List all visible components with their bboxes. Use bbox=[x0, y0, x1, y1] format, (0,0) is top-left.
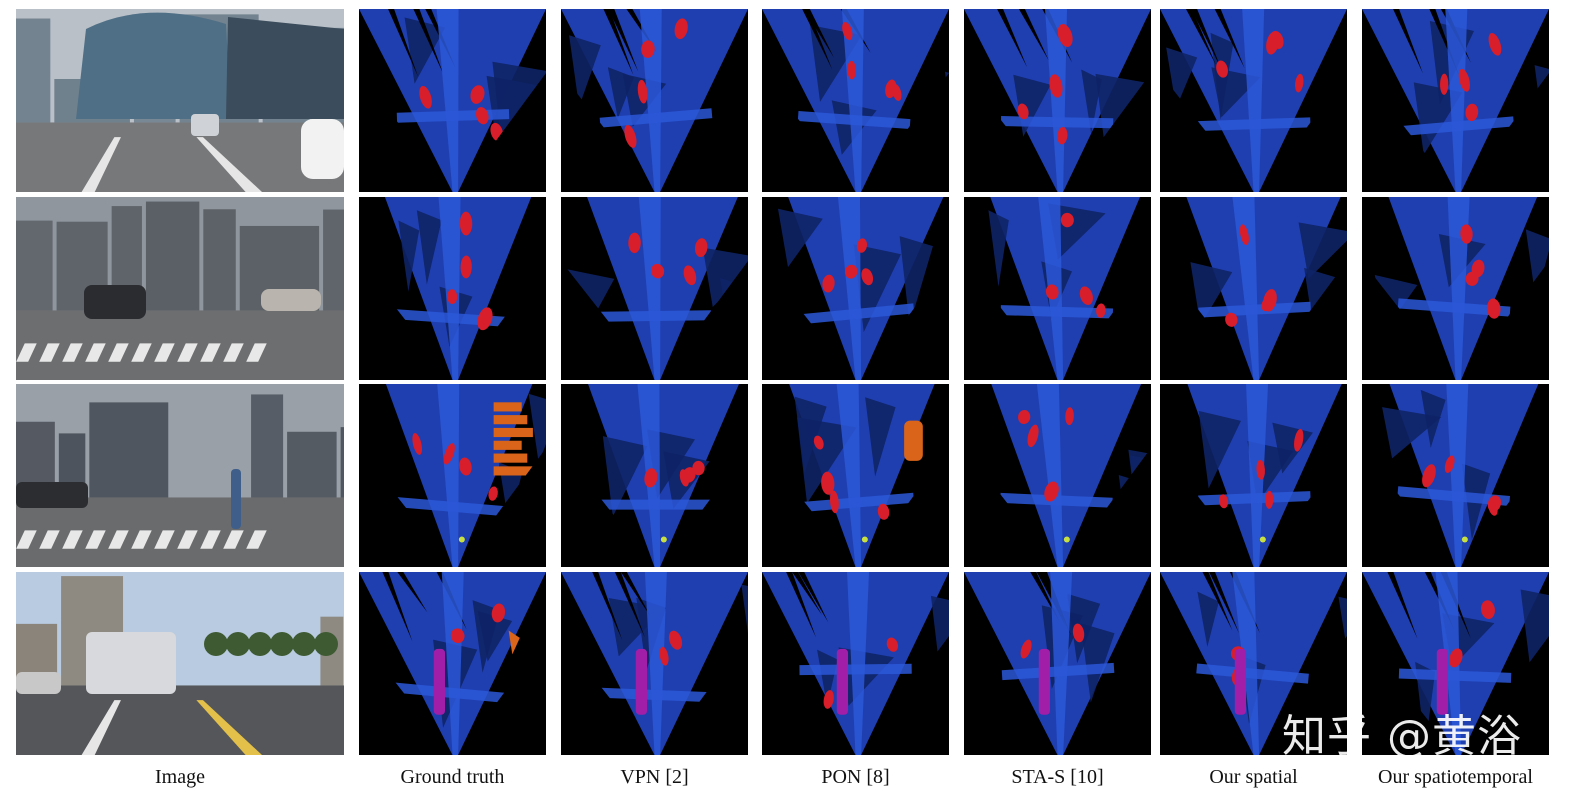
col-label-ground-truth: Ground truth bbox=[400, 766, 505, 788]
bev-map bbox=[964, 9, 1151, 192]
cell-r1-sta-s bbox=[964, 9, 1151, 192]
cell-r2-ground-truth bbox=[359, 197, 546, 380]
cell-r3-our-spatiotemporal bbox=[1362, 384, 1549, 567]
cell-r4-image bbox=[16, 572, 344, 755]
cell-r1-our-spatiotemporal bbox=[1362, 9, 1549, 192]
cell-r1-ground-truth bbox=[359, 9, 546, 192]
cell-r3-sta-s bbox=[964, 384, 1151, 567]
bev-map bbox=[964, 197, 1151, 380]
bev-map bbox=[1362, 197, 1549, 380]
cell-r4-sta-s bbox=[964, 572, 1151, 755]
cell-r3-pon bbox=[762, 384, 949, 567]
col-label-pon: PON [8] bbox=[821, 766, 890, 788]
bev-map bbox=[561, 9, 748, 192]
cell-r2-our-spatiotemporal bbox=[1362, 197, 1549, 380]
cell-r2-image bbox=[16, 197, 344, 380]
cell-r4-vpn bbox=[561, 572, 748, 755]
bev-map bbox=[561, 572, 748, 755]
cell-r1-pon bbox=[762, 9, 949, 192]
cell-r1-our-spatial bbox=[1160, 9, 1347, 192]
camera-image bbox=[16, 197, 344, 380]
col-label-image: Image bbox=[155, 766, 205, 788]
camera-image bbox=[16, 384, 344, 567]
cell-r3-image bbox=[16, 384, 344, 567]
bev-map bbox=[359, 572, 546, 755]
watermark-text: 知乎 @黄浴 bbox=[1282, 711, 1522, 762]
cell-r2-vpn bbox=[561, 197, 748, 380]
col-label-our-spatiotemporal: Our spatiotemporal bbox=[1378, 766, 1533, 788]
cell-r1-image bbox=[16, 9, 344, 192]
col-label-sta-s: STA-S [10] bbox=[1011, 766, 1104, 788]
cell-r2-sta-s bbox=[964, 197, 1151, 380]
cell-r2-pon bbox=[762, 197, 949, 380]
bev-map bbox=[762, 9, 949, 192]
bev-map bbox=[359, 384, 546, 567]
col-label-our-spatial: Our spatial bbox=[1209, 766, 1298, 788]
bev-map bbox=[762, 197, 949, 380]
bev-map bbox=[964, 384, 1151, 567]
cell-r3-ground-truth bbox=[359, 384, 546, 567]
bev-map bbox=[1362, 384, 1549, 567]
cell-r4-ground-truth bbox=[359, 572, 546, 755]
col-label-vpn: VPN [2] bbox=[620, 766, 689, 788]
bev-map bbox=[762, 572, 949, 755]
bev-map bbox=[561, 197, 748, 380]
camera-image bbox=[16, 9, 344, 192]
cell-r2-our-spatial bbox=[1160, 197, 1347, 380]
bev-map bbox=[964, 572, 1151, 755]
bev-map bbox=[359, 197, 546, 380]
bev-map bbox=[762, 384, 949, 567]
bev-map bbox=[1362, 572, 1549, 755]
bev-map bbox=[359, 9, 546, 192]
cell-r1-vpn bbox=[561, 9, 748, 192]
bev-map bbox=[1362, 9, 1549, 192]
cell-r4-pon bbox=[762, 572, 949, 755]
bev-map bbox=[1160, 197, 1347, 380]
bev-map bbox=[1160, 384, 1347, 567]
bev-map bbox=[1160, 9, 1347, 192]
cell-r4-our-spatial bbox=[1160, 572, 1347, 755]
bev-map bbox=[561, 384, 748, 567]
cell-r3-vpn bbox=[561, 384, 748, 567]
bev-map bbox=[1160, 572, 1347, 755]
camera-image bbox=[16, 572, 344, 755]
cell-r4-our-spatiotemporal bbox=[1362, 572, 1549, 755]
cell-r3-our-spatial bbox=[1160, 384, 1347, 567]
